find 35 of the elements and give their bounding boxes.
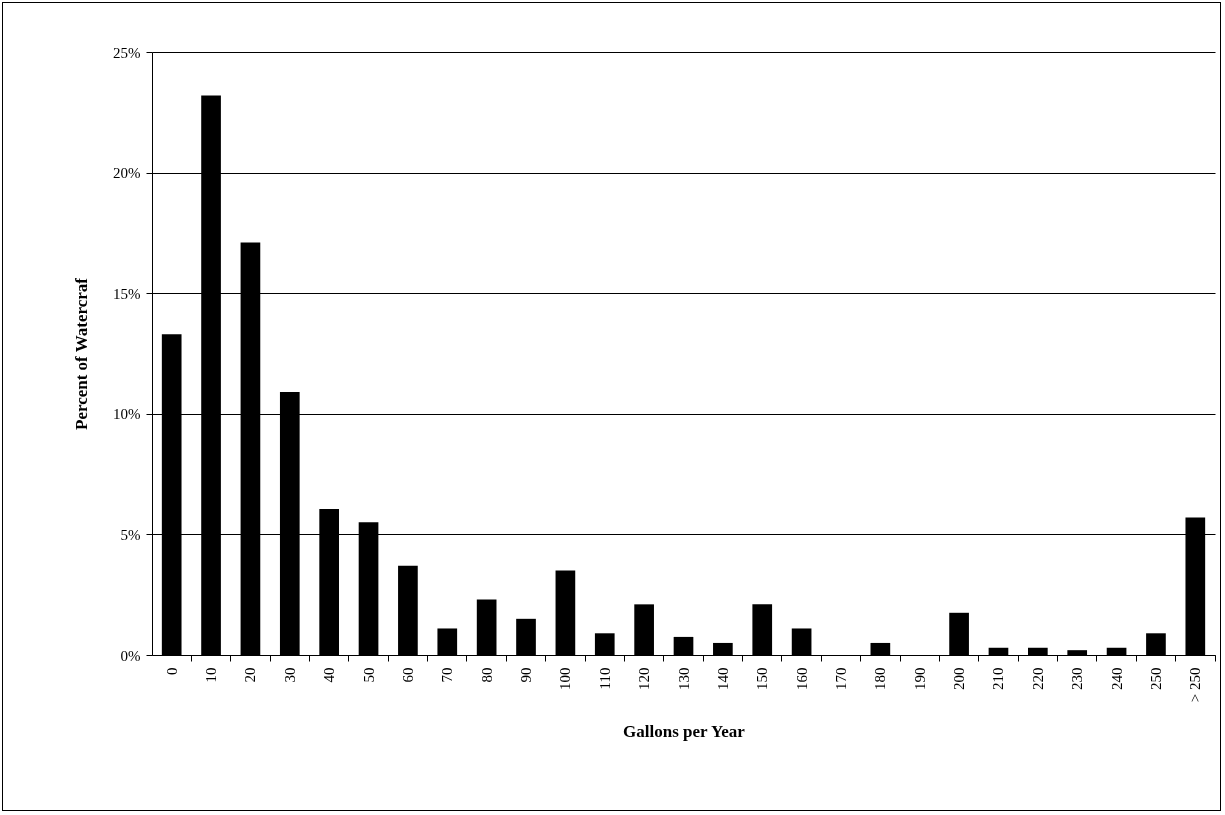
x-tick-label: 150 <box>754 667 771 690</box>
x-tick-label: 120 <box>636 667 653 690</box>
x-tick-label: 220 <box>1029 667 1046 690</box>
x-tick-label: 90 <box>518 667 535 683</box>
x-tick-label: 100 <box>557 667 574 690</box>
x-tick-label: 210 <box>990 667 1007 690</box>
x-tick-label: 50 <box>360 667 377 683</box>
x-tick-label: 160 <box>793 667 810 690</box>
x-tick-label: 40 <box>321 667 338 683</box>
y-tick-label: 15% <box>113 285 141 302</box>
x-tick-label: 130 <box>675 667 692 690</box>
x-tick-label: 110 <box>596 667 613 690</box>
x-tick-label: 180 <box>872 667 889 690</box>
y-tick-label: 10% <box>113 406 141 423</box>
x-tick-label: > 250 <box>1187 667 1204 703</box>
x-tick-label: 250 <box>1147 667 1164 690</box>
x-tick-label: 230 <box>1069 667 1086 690</box>
x-tick-label: 10 <box>203 667 220 683</box>
x-axis-title: Gallons per Year <box>623 722 746 742</box>
x-tick-label: 200 <box>951 667 968 690</box>
y-axis-title: Percent of Watercraf <box>72 277 91 430</box>
y-tick-label: 0% <box>120 647 141 664</box>
y-tick-label: 20% <box>113 165 141 182</box>
x-tick-label: 140 <box>714 667 731 690</box>
y-tick-label: 25% <box>113 44 141 61</box>
x-tick-label: 70 <box>439 667 456 683</box>
x-tick-label: 170 <box>832 667 849 690</box>
y-tick-label: 5% <box>120 526 141 543</box>
x-tick-label: 30 <box>281 667 298 683</box>
x-tick-label: 190 <box>911 667 928 690</box>
x-tick-label: 20 <box>242 667 259 683</box>
x-tick-label: 60 <box>399 667 416 683</box>
x-tick-label: 80 <box>478 667 495 683</box>
x-tick-label: 240 <box>1108 667 1125 690</box>
x-tick-label: 0 <box>163 667 180 675</box>
